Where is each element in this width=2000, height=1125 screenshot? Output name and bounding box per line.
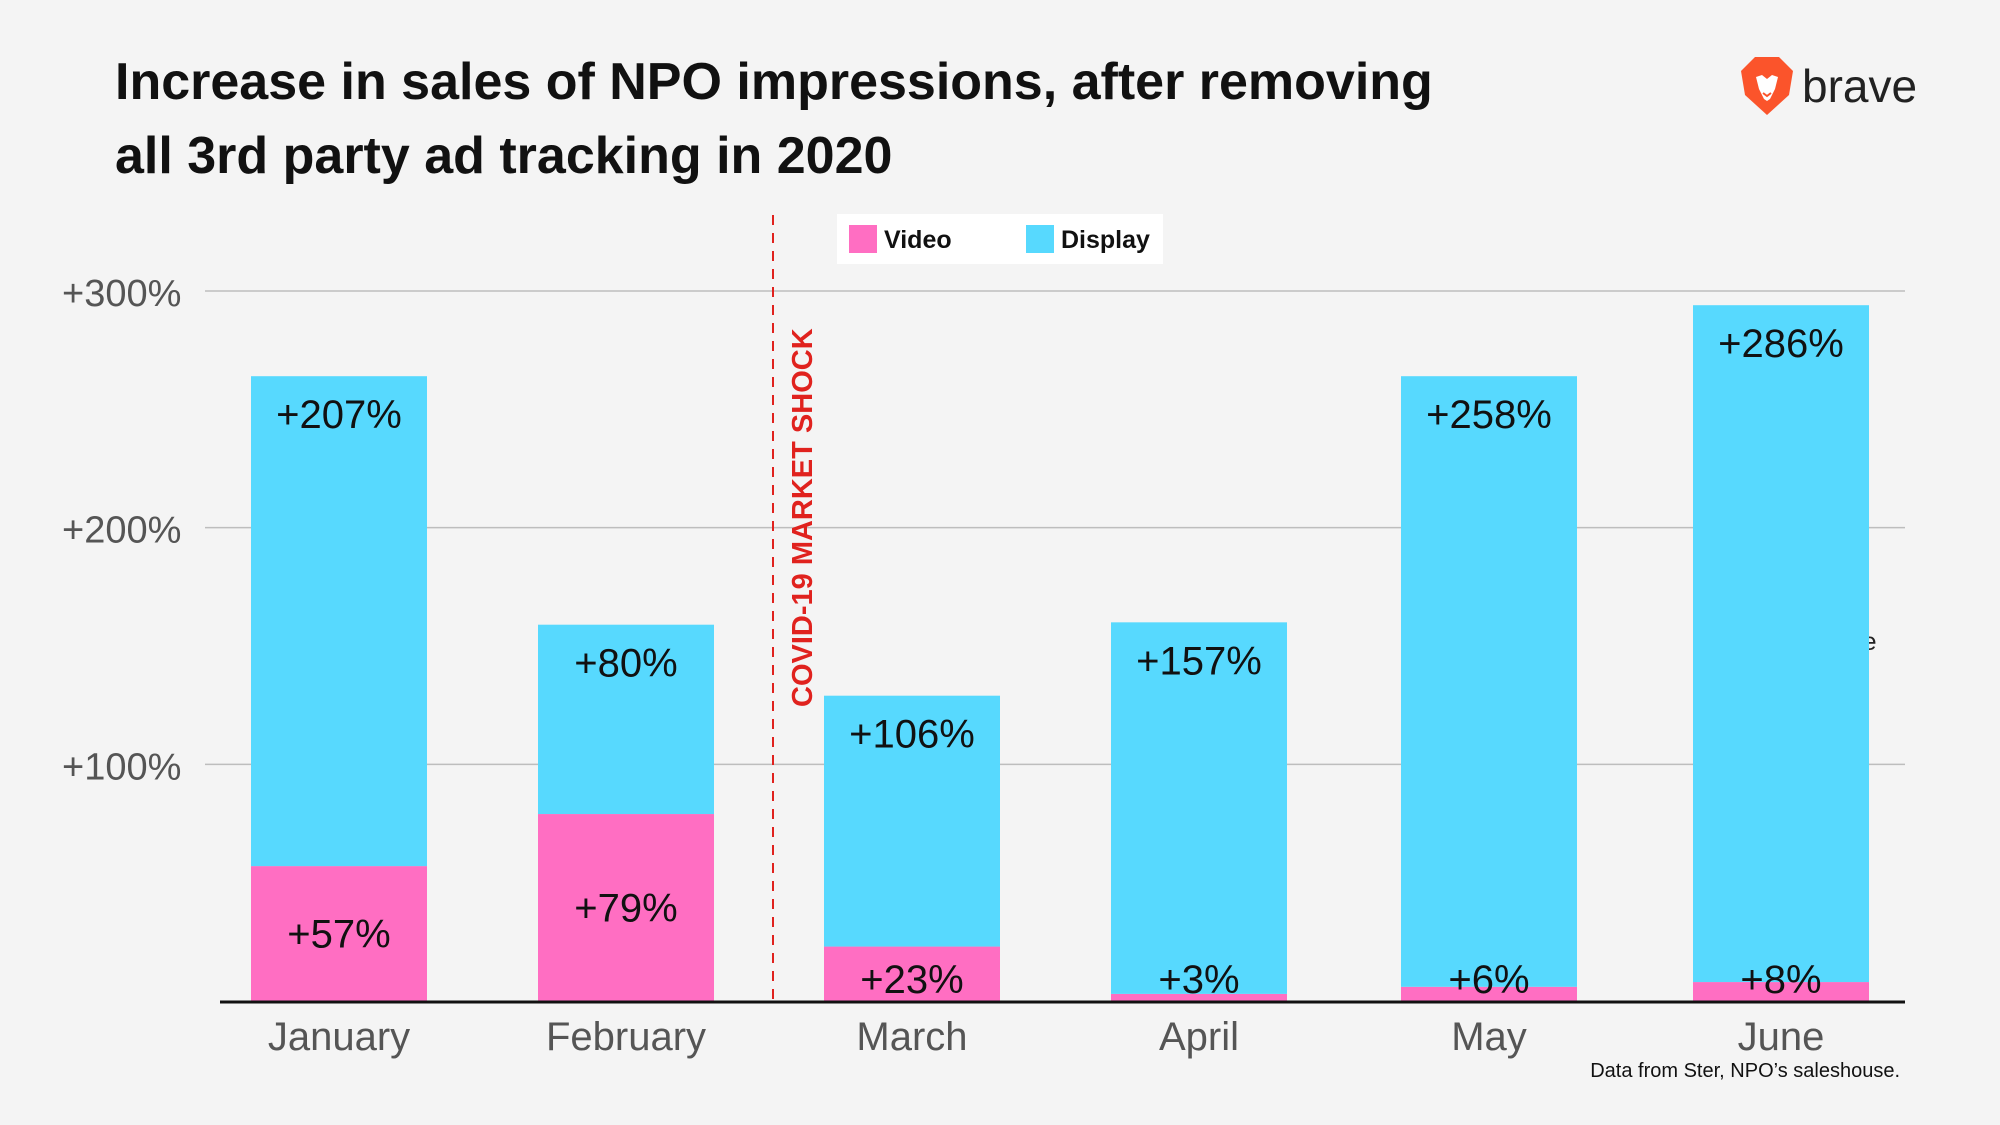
data-label-video: +23% <box>860 958 963 1002</box>
data-label-video: +3% <box>1158 958 1239 1002</box>
brave-logo: brave <box>1740 55 1917 117</box>
data-label-video: +57% <box>287 913 390 957</box>
x-tick-label: April <box>1159 1015 1239 1059</box>
data-label-display: +80% <box>574 642 677 686</box>
legend-box <box>837 214 1163 264</box>
x-tick-label: May <box>1451 1015 1527 1059</box>
x-tick-label: March <box>856 1015 967 1059</box>
x-tick-label: January <box>268 1015 410 1059</box>
data-label-video: +8% <box>1740 958 1821 1002</box>
chart-title: Increase in sales of NPO impressions, af… <box>115 45 1515 193</box>
data-label-display: +207% <box>276 393 402 437</box>
title-line-2: all 3rd party ad tracking in 2020 <box>115 127 893 185</box>
bar-display-february <box>538 624 714 815</box>
bar-display-january <box>251 376 427 867</box>
y-tick-label: +100% <box>62 746 181 788</box>
bar-display-june <box>1693 305 1869 983</box>
data-label-video: +79% <box>574 887 677 931</box>
data-label-video: +6% <box>1448 958 1529 1002</box>
title-line-1: Increase in sales of NPO impressions, af… <box>115 53 1433 111</box>
brave-wordmark: brave <box>1802 60 1918 112</box>
y-tick-label: +300% <box>62 273 181 315</box>
bar-display-may <box>1401 376 1577 987</box>
y-tick-label: +200% <box>62 510 181 552</box>
x-tick-label: June <box>1738 1015 1825 1059</box>
brave-lion-icon <box>1741 57 1793 115</box>
legend-swatch-display <box>1026 225 1054 253</box>
bar-display-april <box>1111 622 1287 994</box>
bar-video-january <box>251 866 427 1001</box>
legend-swatch-video <box>849 225 877 253</box>
bar-video-june <box>1693 982 1869 1001</box>
data-label-display: +258% <box>1426 393 1552 437</box>
legend-label-video: Video <box>884 226 952 254</box>
legend-label-display: Display <box>1061 226 1150 254</box>
bar-video-march <box>824 946 1000 1001</box>
covid-annotation-label: COVID-19 MARKET SHOCK <box>787 328 819 707</box>
bar-video-february <box>538 814 714 1001</box>
bar-display-march <box>824 695 1000 947</box>
data-label-display: +286% <box>1718 322 1844 366</box>
data-label-display: +157% <box>1136 639 1262 683</box>
bar-video-april <box>1111 993 1287 1001</box>
x-tick-label: February <box>546 1015 706 1059</box>
bar-video-may <box>1401 986 1577 1001</box>
data-label-display: +106% <box>849 713 975 757</box>
source-note: Data from Ster, NPO’s saleshouse. <box>1590 1060 1900 1082</box>
